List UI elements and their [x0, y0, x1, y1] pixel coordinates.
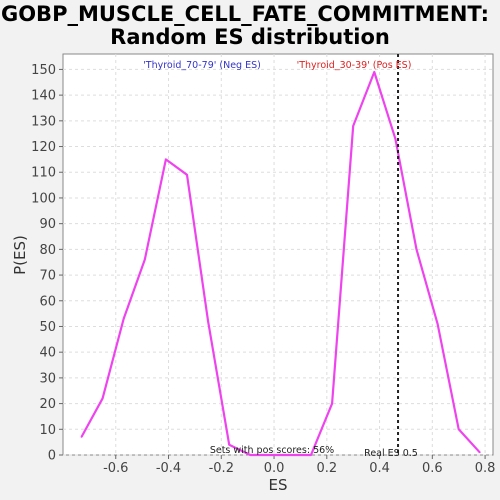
data-point	[101, 397, 104, 400]
x-axis-label: ES	[269, 476, 288, 494]
data-point	[122, 317, 125, 320]
y-tick-label: 120	[31, 140, 56, 155]
x-tick-label: 0.6	[422, 461, 443, 476]
y-tick-label: 150	[31, 63, 56, 78]
data-point	[165, 158, 167, 161]
series-line	[80, 70, 481, 457]
grid-lines	[63, 54, 493, 456]
data-point	[143, 258, 146, 261]
data-point	[310, 454, 312, 456]
data-point	[373, 71, 376, 73]
x-tick-label: 0.2	[316, 461, 337, 476]
y-tick-label: 80	[39, 243, 56, 258]
y-tick-label: 140	[31, 89, 56, 104]
series-layer	[80, 70, 481, 457]
data-point	[352, 125, 354, 127]
y-tick-label: 0	[48, 449, 56, 464]
chart-title-line1: GOBP_MUSCLE_CELL_FATE_COMMITMENT:	[1, 2, 489, 26]
y-tick-label: 70	[39, 269, 56, 284]
y-tick-label: 40	[39, 346, 56, 361]
data-point	[186, 174, 188, 176]
data-point	[479, 451, 481, 454]
chart-title-line2: Random ES distribution	[110, 25, 390, 49]
data-point	[415, 248, 418, 251]
data-point	[249, 454, 252, 456]
data-point	[270, 454, 273, 456]
y-axis-ticks: 0 10 20 30 40 50 60 70 80 90 100 110 120 130 140 150	[31, 63, 63, 464]
y-tick-label: 90	[39, 217, 56, 232]
data-point	[291, 454, 294, 456]
y-tick-label: 110	[31, 166, 56, 181]
real-es-label: Real ES 0.5	[364, 448, 418, 459]
x-tick-label: -0.4	[156, 461, 181, 476]
y-tick-label: 30	[39, 371, 56, 386]
x-axis-ticks: -0.6 -0.4 -0.2 0.0 0.2 0.4 0.6 0.8	[103, 455, 495, 476]
x-tick-label: -0.6	[103, 461, 128, 476]
y-axis-label: P(ES)	[11, 235, 29, 275]
data-point	[207, 320, 209, 323]
data-point	[457, 428, 460, 431]
x-tick-label: 0.8	[475, 461, 496, 476]
data-point	[394, 138, 397, 140]
data-point	[331, 402, 333, 405]
data-point	[228, 443, 230, 446]
y-tick-label: 60	[39, 294, 56, 309]
y-tick-label: 20	[39, 397, 56, 412]
plot-area	[62, 53, 494, 456]
data-point	[436, 323, 439, 325]
pos-es-label: 'Thyroid_30-39' (Pos ES)	[297, 60, 412, 71]
neg-es-label: 'Thyroid_70-79' (Neg ES)	[143, 60, 261, 71]
y-tick-label: 50	[39, 320, 56, 335]
y-tick-label: 100	[31, 191, 56, 206]
x-tick-label: 0.0	[264, 461, 285, 476]
x-tick-label: -0.2	[209, 461, 234, 476]
x-tick-label: 0.4	[369, 461, 390, 476]
y-tick-label: 130	[31, 114, 56, 129]
y-tick-label: 10	[39, 423, 56, 438]
data-point	[80, 436, 83, 438]
pos-scores-label: Sets with pos scores: 56%	[210, 445, 334, 456]
